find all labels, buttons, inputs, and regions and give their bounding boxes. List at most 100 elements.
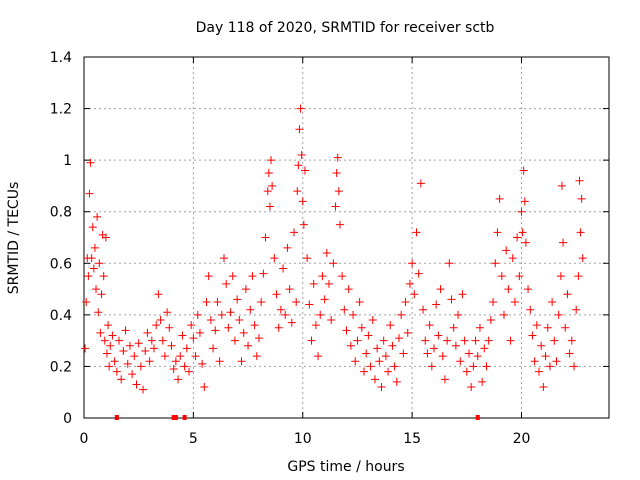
data-point: [110, 357, 119, 366]
data-point: [456, 357, 465, 366]
data-point: [211, 326, 220, 335]
data-point: [489, 297, 498, 306]
y-tick-label: 0: [63, 411, 72, 427]
zero-marker: [173, 415, 178, 420]
data-point: [537, 341, 546, 350]
data-point: [233, 295, 242, 304]
data-point: [563, 290, 572, 299]
data-point: [355, 297, 364, 306]
y-axis-label: SRMTID / TECUs: [6, 182, 22, 295]
data-point: [299, 220, 308, 229]
data-point: [556, 272, 565, 281]
data-point: [554, 310, 563, 319]
data-point: [311, 321, 320, 330]
data-point: [293, 187, 302, 196]
data-point: [497, 272, 506, 281]
data-point: [425, 321, 434, 330]
data-point: [432, 300, 441, 309]
data-point: [270, 254, 279, 263]
data-point: [300, 166, 309, 175]
data-point: [467, 383, 476, 392]
data-point: [423, 349, 432, 358]
zero-marker: [182, 415, 187, 420]
data-point: [353, 336, 362, 345]
data-point: [414, 269, 423, 278]
data-point: [314, 352, 323, 361]
data-point: [287, 318, 296, 327]
data-point: [572, 305, 581, 314]
data-point: [185, 367, 193, 376]
data-point: [139, 385, 148, 394]
data-point: [342, 326, 351, 335]
data-point: [182, 344, 191, 353]
data-point: [228, 272, 237, 281]
data-point: [379, 336, 388, 345]
data-point: [322, 248, 331, 257]
data-point: [101, 233, 110, 242]
data-point: [272, 290, 281, 299]
data-point: [274, 323, 283, 332]
data-point: [331, 202, 340, 211]
data-point: [136, 362, 145, 371]
data-point: [222, 279, 231, 288]
data-point: [578, 254, 587, 263]
data-point: [230, 336, 239, 345]
data-point: [332, 169, 341, 178]
data-point: [460, 336, 469, 345]
data-point: [436, 285, 445, 294]
data-point: [532, 321, 541, 330]
y-tick-label: 0.8: [50, 205, 72, 221]
data-point: [104, 321, 113, 330]
data-point: [259, 269, 268, 278]
data-point: [421, 336, 430, 345]
data-point: [357, 323, 366, 332]
x-tick-label: 20: [513, 431, 531, 447]
data-point: [128, 370, 137, 379]
data-point: [370, 375, 379, 384]
data-point: [510, 297, 519, 306]
data-point: [419, 305, 428, 314]
data-point: [84, 272, 93, 281]
data-point: [281, 310, 290, 319]
zero-marker: [114, 415, 119, 420]
data-point: [206, 316, 215, 325]
data-point: [390, 362, 399, 371]
data-point: [255, 334, 263, 343]
data-point: [90, 243, 99, 252]
data-point: [405, 279, 414, 288]
data-point: [475, 323, 484, 332]
data-point: [482, 362, 491, 371]
data-point: [112, 367, 121, 376]
data-point: [471, 336, 480, 345]
data-point: [156, 316, 165, 325]
data-point: [99, 272, 108, 281]
data-point: [154, 290, 163, 299]
data-point: [519, 166, 528, 175]
data-point: [478, 377, 487, 386]
data-point: [163, 308, 172, 317]
data-point: [399, 349, 408, 358]
x-tick-label: 15: [403, 431, 421, 447]
data-point: [158, 336, 167, 345]
data-point: [506, 336, 515, 345]
data-point: [237, 357, 246, 366]
data-point: [217, 310, 226, 319]
x-tick-label: 5: [189, 431, 198, 447]
data-point: [386, 321, 395, 330]
data-point: [106, 341, 115, 350]
data-point: [577, 194, 586, 203]
data-point: [508, 254, 517, 263]
data-point: [303, 254, 312, 263]
data-point: [381, 352, 390, 361]
data-point: [557, 181, 566, 190]
data-point: [565, 349, 574, 358]
data-point: [296, 104, 305, 113]
data-point: [373, 344, 382, 353]
data-point: [392, 377, 401, 386]
data-point: [480, 344, 489, 353]
data-point: [401, 297, 410, 306]
data-point: [209, 344, 218, 353]
data-point: [96, 328, 105, 337]
data-point: [561, 323, 570, 332]
